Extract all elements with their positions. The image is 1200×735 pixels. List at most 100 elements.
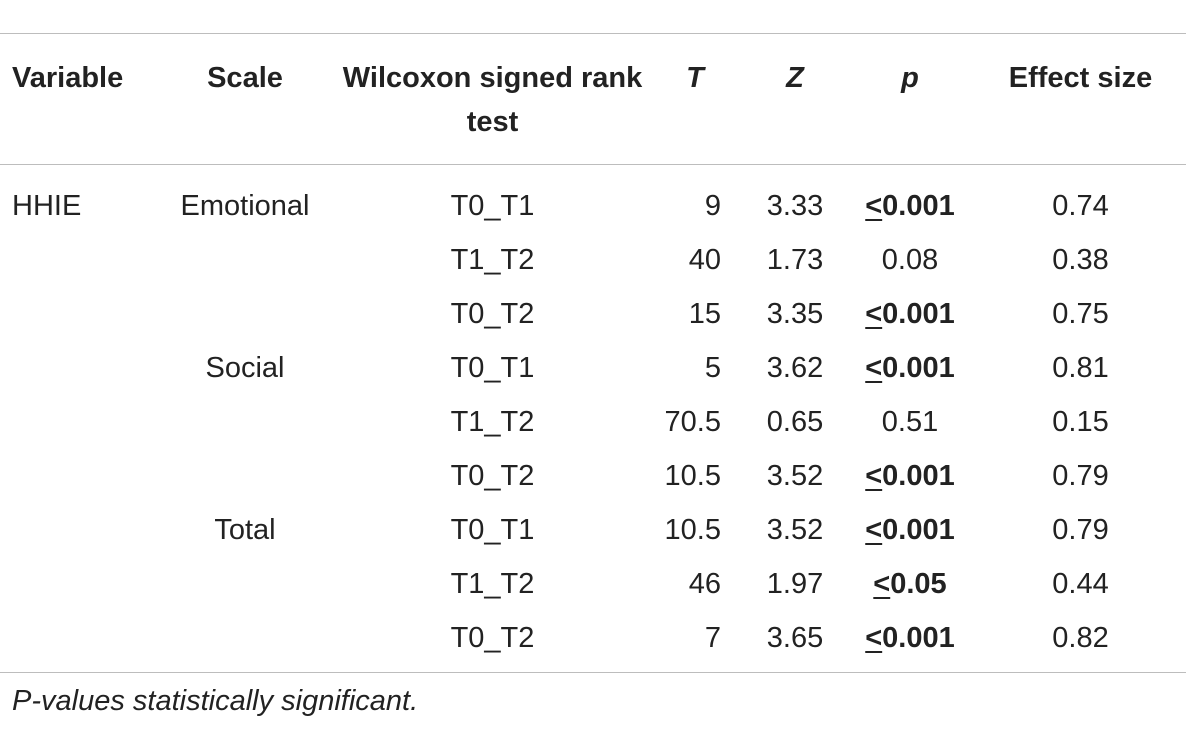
header-z: Z [786,62,804,94]
cell-t: 46 [688,568,721,600]
cell-t: 9 [704,190,721,222]
cell-t: 5 [704,352,721,384]
cell-z: 3.52 [766,514,824,546]
cell-effect-size: 0.79 [1052,514,1109,546]
header-scale: Scale [207,62,283,94]
p-value: 0.001 [882,622,955,654]
cell-effect-size: 0.38 [1052,244,1109,276]
p-value: 0.001 [882,514,955,546]
cell-z: 3.33 [766,190,824,222]
cell-effect-size: 0.75 [1052,298,1109,330]
header-t: T [686,62,704,94]
cell-t: 15 [688,298,721,330]
cell-scale: Social [205,352,285,384]
header-p: p [901,62,919,94]
cell-test: T1_T2 [450,406,535,438]
cell-z: 3.35 [766,298,824,330]
table-row: T1_T2 40 1.73 0.08 0.38 [0,233,1186,287]
p-value: 0.08 [881,244,939,276]
cell-test: T0_T1 [450,190,535,222]
cell-p: 0.08 [845,233,975,287]
p-less-than-sign: < [865,460,883,492]
p-less-than-sign: < [865,352,883,384]
p-value: 0.001 [882,352,955,384]
header-effect-size: Effect size [1008,62,1153,94]
p-value: 0.001 [882,460,955,492]
cell-t: 10.5 [664,460,721,492]
cell-scale: Total [214,514,276,546]
table-bottom-rule [0,672,1186,673]
cell-t: 7 [704,622,721,654]
cell-scale [150,287,340,341]
cell-scale [150,233,340,287]
cell-effect-size: 0.44 [1052,568,1109,600]
cell-variable: HHIE [12,190,82,222]
table-row: T1_T2 46 1.97 <0.05 0.44 [0,557,1186,611]
cell-variable [0,395,150,449]
cell-z: 1.97 [766,568,824,600]
table-row: T0_T2 10.5 3.52 <0.001 0.79 [0,449,1186,503]
cell-test: T0_T1 [450,352,535,384]
cell-test: T0_T1 [450,514,535,546]
cell-variable [0,611,150,665]
cell-t: 10.5 [664,514,721,546]
cell-p: 0.51 [845,395,975,449]
cell-z: 3.52 [766,460,824,492]
cell-z: 3.65 [766,622,824,654]
cell-p: <0.05 [845,557,975,611]
cell-p: <0.001 [845,165,975,234]
cell-effect-size: 0.81 [1052,352,1109,384]
cell-variable [0,557,150,611]
table-row: T0_T2 15 3.35 <0.001 0.75 [0,287,1186,341]
cell-test: T0_T2 [450,622,535,654]
table-row: HHIE Emotional T0_T1 9 3.33 <0.001 0.74 [0,165,1186,234]
cell-t: 40 [688,244,721,276]
cell-variable [0,287,150,341]
p-less-than-sign: < [865,514,883,546]
p-less-than-sign: < [865,190,883,222]
header-variable: Variable [12,62,124,94]
cell-variable [0,341,150,395]
cell-p: <0.001 [845,449,975,503]
table-row: T0_T2 7 3.65 <0.001 0.82 [0,611,1186,665]
cell-effect-size: 0.74 [1052,190,1109,222]
p-value: 0.001 [882,298,955,330]
p-less-than-sign: < [865,622,883,654]
table-footnote: P-values statistically significant. [12,685,419,717]
cell-t: 70.5 [664,406,721,438]
cell-variable [0,233,150,287]
cell-z: 3.62 [766,352,824,384]
cell-scale [150,611,340,665]
cell-p: <0.001 [845,611,975,665]
header-test: Wilcoxon signed rank test [342,62,643,138]
wilcoxon-results-table: Variable Scale Wilcoxon signed rank test… [0,33,1186,665]
cell-z: 1.73 [766,244,824,276]
p-less-than-sign: < [873,568,891,600]
cell-variable [0,503,150,557]
cell-test: T1_T2 [450,244,535,276]
cell-effect-size: 0.79 [1052,460,1109,492]
cell-scale [150,395,340,449]
p-value: 0.05 [890,568,947,600]
p-value: 0.51 [881,406,939,438]
cell-scale: Emotional [180,190,310,222]
p-less-than-sign: < [865,298,883,330]
cell-effect-size: 0.82 [1052,622,1109,654]
cell-effect-size: 0.15 [1052,406,1109,438]
cell-p: <0.001 [845,287,975,341]
table-row: Social T0_T1 5 3.62 <0.001 0.81 [0,341,1186,395]
cell-scale [150,449,340,503]
cell-test: T0_T2 [450,298,535,330]
cell-scale [150,557,340,611]
cell-variable [0,449,150,503]
table-body: HHIE Emotional T0_T1 9 3.33 <0.001 0.74 T1_T2 40… [0,165,1186,666]
table-row: Total T0_T1 10.5 3.52 <0.001 0.79 [0,503,1186,557]
cell-test: T1_T2 [450,568,535,600]
cell-p: <0.001 [845,341,975,395]
cell-z: 0.65 [766,406,824,438]
cell-test: T0_T2 [450,460,535,492]
cell-p: <0.001 [845,503,975,557]
table-row: T1_T2 70.5 0.65 0.51 0.15 [0,395,1186,449]
p-value: 0.001 [882,190,955,222]
table-header-row: Variable Scale Wilcoxon signed rank test… [0,33,1186,165]
